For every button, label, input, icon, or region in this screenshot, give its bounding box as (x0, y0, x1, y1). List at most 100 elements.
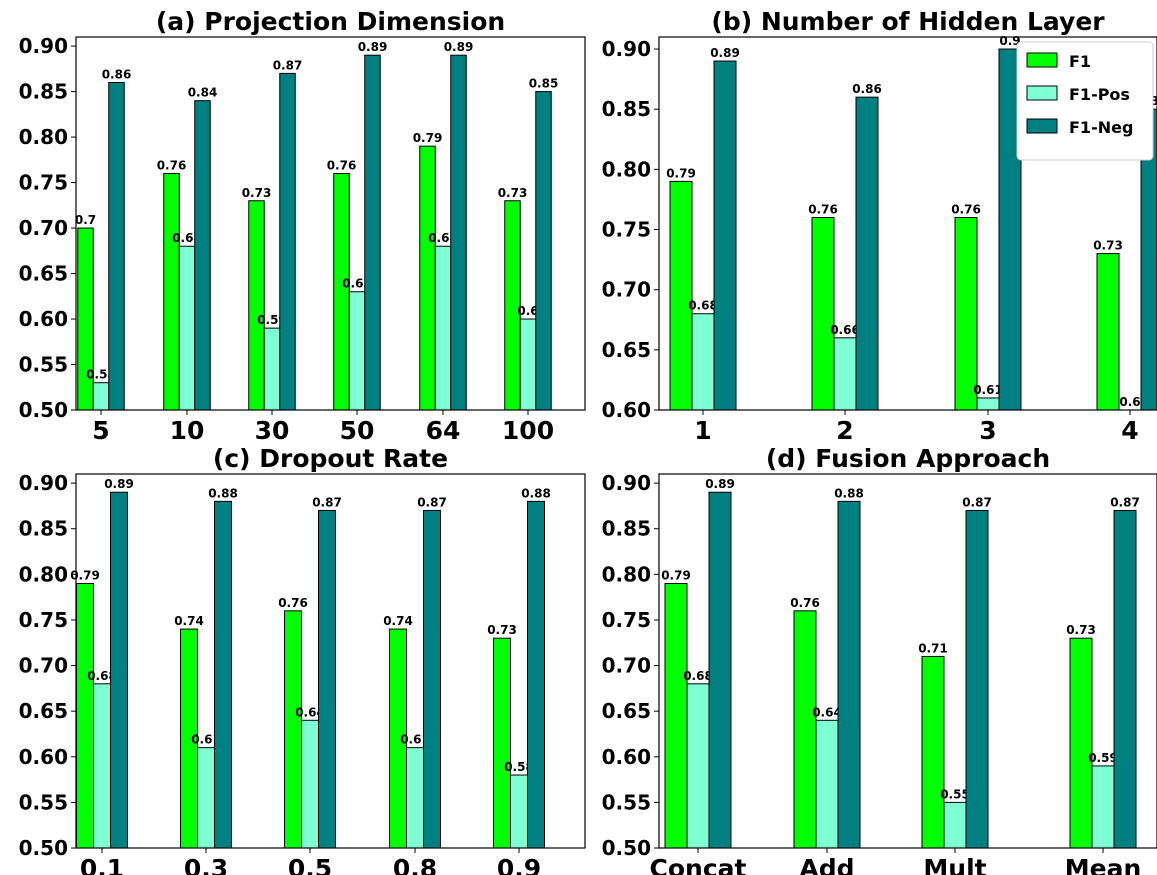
y-tick-label: 0.65 (602, 699, 651, 723)
y-tick-label: 0.75 (19, 608, 68, 632)
bar-f1-pos (510, 774, 528, 849)
bar-value-label: 0.73 (1093, 239, 1123, 253)
bar-value-label: 0.89 (710, 46, 740, 60)
y-tick-label: 0.65 (19, 699, 68, 723)
bar-f1-neg (194, 100, 211, 411)
x-tick-label: Mean (1065, 854, 1142, 875)
bar-f1-pos (178, 245, 196, 411)
bar-f1-pos (815, 719, 839, 849)
bar-f1-pos (434, 245, 452, 411)
y-tick-label: 0.60 (602, 745, 651, 769)
legend-swatch-f1-neg (1026, 118, 1058, 134)
axes-frame (658, 473, 1157, 849)
bar-f1-neg (423, 509, 441, 849)
x-tick-label: 5 (92, 416, 109, 445)
y-tick-label: 0.85 (602, 517, 651, 541)
y-tick-label: 0.70 (19, 216, 68, 240)
bar-f1-neg (708, 491, 732, 849)
bar-f1-pos (833, 337, 857, 411)
y-tick-label: 0.60 (19, 745, 68, 769)
x-tick-label: 3 (979, 416, 996, 445)
bar-f1-pos (691, 313, 715, 411)
legend-swatch-f1 (1026, 52, 1058, 68)
bar-f1-neg (364, 54, 381, 411)
bar-value-label: 0.61 (973, 383, 1003, 397)
y-tick-label: 0.50 (19, 836, 68, 860)
bar-f1 (793, 610, 817, 849)
chart-title: (c) Dropout Rate (213, 444, 448, 473)
y-tick-label: 0.80 (19, 562, 68, 586)
x-tick-label: 0.5 (288, 854, 332, 875)
bar-value-label: 0.87 (273, 58, 303, 72)
bar-f1 (811, 216, 835, 411)
bar-f1-neg (1113, 509, 1137, 849)
bar-f1-neg (855, 96, 879, 411)
bar-f1 (1069, 637, 1093, 849)
bar-f1-pos (976, 397, 1000, 411)
bar-value-label: 0.68 (683, 669, 713, 683)
bar-f1 (284, 610, 302, 849)
bar-value-label: 0.84 (188, 86, 218, 100)
bar-value-label: 0.73 (242, 186, 272, 200)
y-tick-label: 0.55 (19, 790, 68, 814)
bar-value-label: 0.79 (70, 568, 100, 582)
axes-frame (75, 473, 586, 849)
bar-value-label: 0.76 (808, 202, 838, 216)
legend: F1 F1-Pos F1-Neg (1016, 41, 1154, 161)
chart-title: (d) Fusion Approach (766, 444, 1050, 473)
bar-value-label: 0.76 (278, 596, 308, 610)
bar-f1 (921, 655, 945, 849)
bar-f1-pos (93, 683, 111, 849)
bar-value-label: 0.88 (834, 486, 864, 500)
bar-f1-pos (686, 683, 710, 849)
bar-f1 (333, 172, 350, 411)
y-tick-label: 0.85 (19, 80, 68, 104)
bar-f1-neg (535, 91, 552, 411)
y-tick-label: 0.90 (602, 37, 651, 61)
bar-f1-pos (263, 327, 281, 411)
x-tick-label: 1 (694, 416, 711, 445)
bar-value-label: 0.6 (1119, 395, 1140, 409)
bar-value-label: 0.6 (517, 304, 538, 318)
bar-f1-neg (279, 72, 296, 411)
y-tick-label: 0.60 (19, 307, 68, 331)
bar-f1-neg (713, 60, 737, 411)
y-tick-label: 0.90 (19, 471, 68, 495)
bar-value-label: 0.58 (504, 760, 534, 774)
bar-f1 (664, 582, 688, 849)
chart-panel-c: (c) Dropout Rate 0.50 0.55 0.60 0.65 0.70 0.75… (19, 444, 586, 875)
bar-value-label: 0.87 (1110, 495, 1140, 509)
x-tick-label: Concat (650, 854, 747, 875)
y-tick-label: 0.90 (602, 471, 651, 495)
bar-f1 (76, 582, 94, 849)
x-tick-label: Mult (923, 854, 986, 875)
legend-label-f1: F1 (1069, 52, 1091, 71)
y-tick-label: 0.90 (19, 34, 68, 58)
x-tick-label: 2 (836, 416, 853, 445)
bar-f1-neg (527, 500, 545, 849)
y-tick-label: 0.80 (602, 562, 651, 586)
bar-value-label: 0.66 (830, 323, 860, 337)
bar-value-label: 0.59 (1088, 751, 1118, 765)
bar-value-label: 0.88 (521, 486, 551, 500)
bar-f1 (1096, 253, 1120, 411)
bar-f1-neg (108, 81, 125, 411)
y-tick-label: 0.75 (19, 171, 68, 195)
bar-value-label: 0.71 (918, 641, 948, 655)
bar-f1-pos (92, 382, 110, 411)
bar-value-label: 0.7 (75, 213, 96, 227)
bar-f1-neg (318, 509, 336, 849)
bar-value-label: 0.76 (327, 158, 357, 172)
bar-value-label: 0.68 (688, 299, 718, 313)
y-tick-label: 0.55 (602, 790, 651, 814)
bar-value-label: 0.86 (102, 67, 132, 81)
bar-f1-neg (837, 500, 861, 849)
bar-value-label: 0.76 (951, 202, 981, 216)
y-tick-label: 0.50 (602, 836, 651, 860)
bar-value-label: 0.86 (852, 82, 882, 96)
bar-f1-neg (110, 491, 128, 849)
x-tick-label: 64 (426, 416, 461, 445)
y-tick-label: 0.65 (602, 338, 651, 362)
bar-value-label: 0.89 (104, 477, 134, 491)
legend-label-f1-pos: F1-Pos (1069, 85, 1130, 104)
